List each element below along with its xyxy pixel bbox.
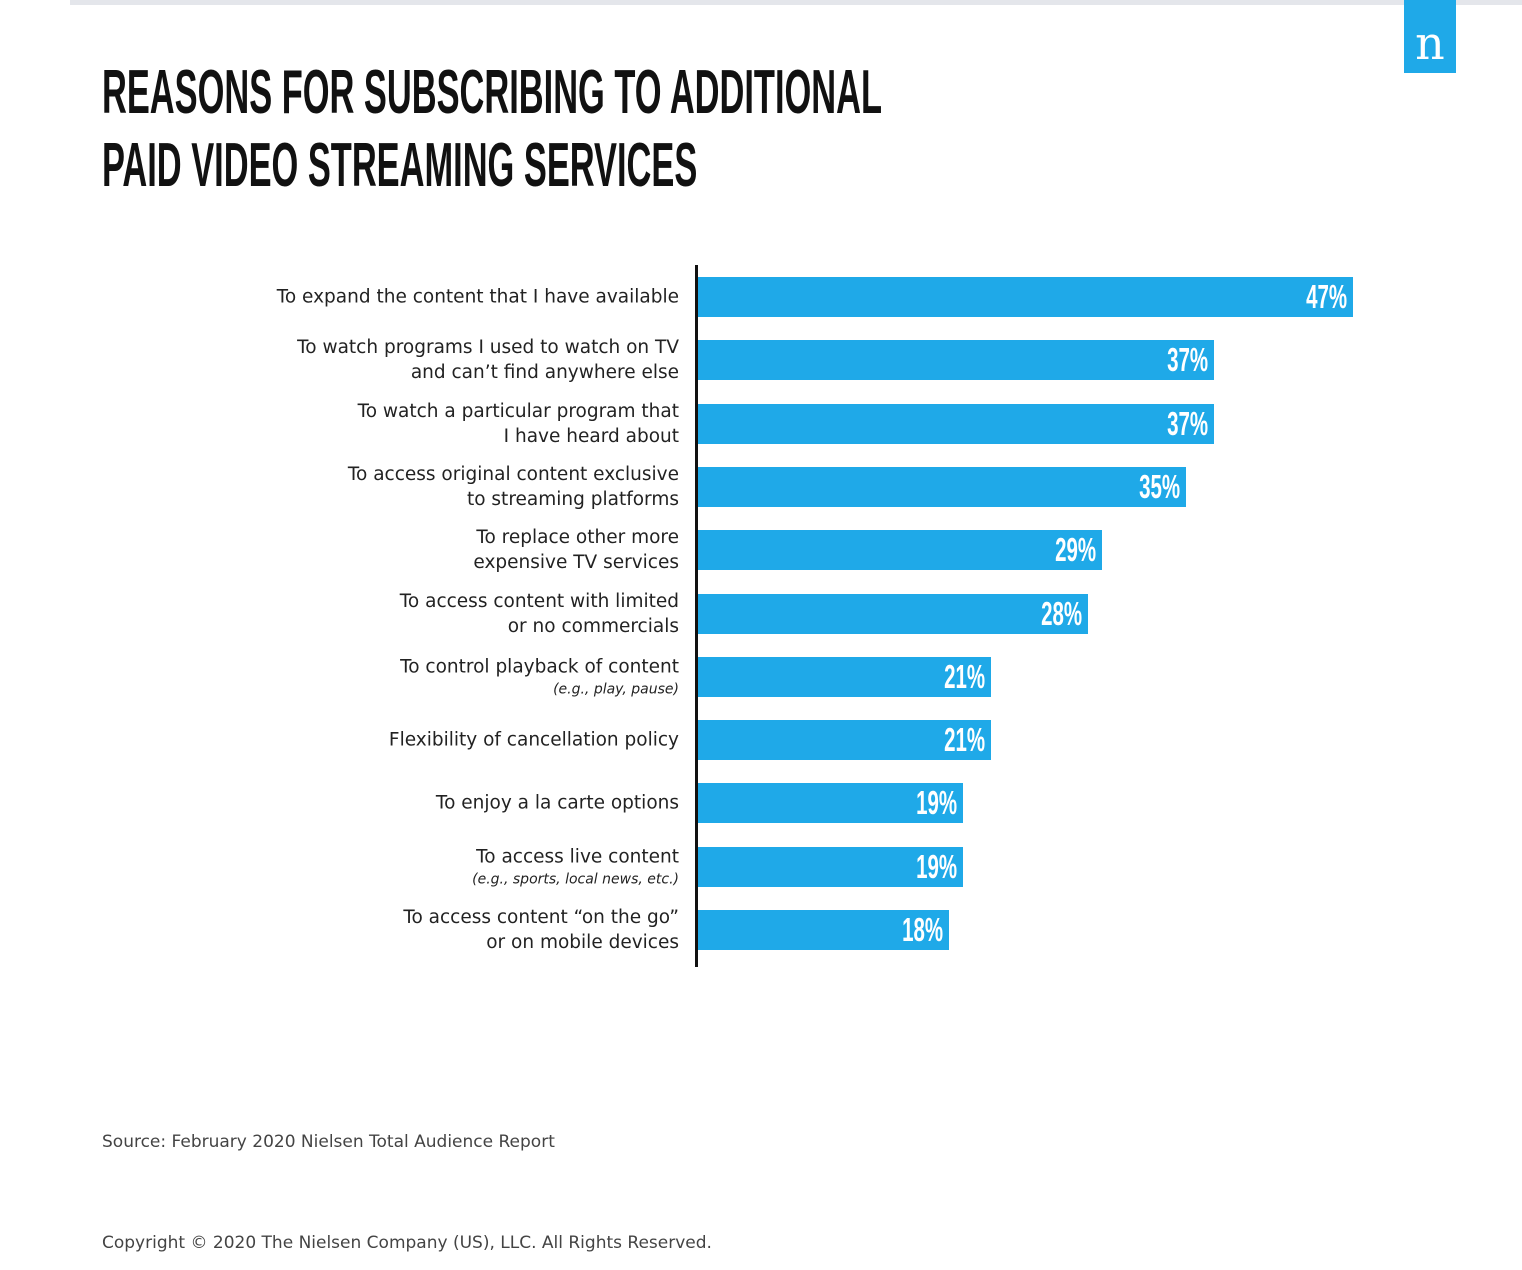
- value-label: 19%: [915, 784, 957, 822]
- value-label: 37%: [1166, 404, 1208, 442]
- category-text: To replace other more expensive TV servi…: [473, 527, 679, 574]
- value-label: 37%: [1166, 341, 1208, 379]
- bar: [698, 910, 949, 950]
- top-bar: [70, 0, 1522, 5]
- category-text: To watch a particular program that I hav…: [357, 400, 679, 447]
- axis-line: [695, 265, 698, 967]
- category-label: To replace other more expensive TV servi…: [39, 525, 679, 575]
- category-text: Flexibility of cancellation policy: [388, 729, 679, 751]
- bar: [698, 783, 963, 824]
- category-text: To enjoy a la carte options: [435, 792, 679, 814]
- logo: n: [1404, 0, 1456, 73]
- category-label: To expand the content that I have availa…: [39, 285, 679, 310]
- value-label: 35%: [1138, 467, 1180, 505]
- bar: [698, 530, 1103, 571]
- category-text: To access original content exclusive to …: [347, 463, 679, 510]
- category-label: To enjoy a la carte options: [39, 791, 679, 816]
- category-text: To access live content: [476, 846, 679, 868]
- value-label: 18%: [901, 911, 943, 948]
- category-label: To access content with limited or no com…: [39, 589, 679, 639]
- category-text: To watch programs I used to watch on TV …: [297, 337, 679, 384]
- value-label: 21%: [943, 721, 985, 759]
- bar: [698, 846, 963, 887]
- source: Source: February 2020 Nielsen Total Audi…: [102, 1132, 555, 1152]
- category-label: To watch programs I used to watch on TV …: [39, 335, 679, 385]
- category-text: To expand the content that I have availa…: [276, 286, 679, 308]
- category-label: To control playback of content (e.g., pla…: [39, 654, 679, 699]
- category-text: To access content “on the go” or on mobi…: [403, 907, 679, 953]
- bar: [698, 593, 1089, 634]
- copyright: Copyright © 2020 The Nielsen Company (US…: [102, 1233, 712, 1253]
- bar: [698, 656, 991, 697]
- bar: [698, 466, 1186, 507]
- chart-title: REASONS FOR SUBSCRIBING TO ADDITIONAL PA…: [102, 58, 882, 200]
- bar: [698, 277, 1354, 317]
- category-label: To access live content (e.g., sports, loc…: [39, 844, 679, 889]
- value-label: 47%: [1306, 278, 1348, 315]
- category-label: To access original content exclusive to …: [39, 462, 679, 512]
- category-label: To access content “on the go” or on mobi…: [39, 905, 679, 955]
- bar: [698, 403, 1214, 444]
- value-label: 19%: [915, 847, 957, 885]
- category-text: To control playback of content: [400, 656, 679, 678]
- value-label: 21%: [943, 657, 985, 695]
- category-note: (e.g., sports, local news, etc.): [472, 871, 679, 888]
- category-text: To access content with limited or no com…: [399, 590, 679, 637]
- value-label: 29%: [1055, 531, 1097, 569]
- bar: [698, 340, 1214, 381]
- category-label: Flexibility of cancellation policy: [39, 728, 679, 753]
- category-label: To watch a particular program that I hav…: [39, 399, 679, 449]
- value-label: 28%: [1041, 594, 1083, 632]
- bar: [698, 720, 991, 761]
- category-note: (e.g., play, pause): [553, 681, 679, 698]
